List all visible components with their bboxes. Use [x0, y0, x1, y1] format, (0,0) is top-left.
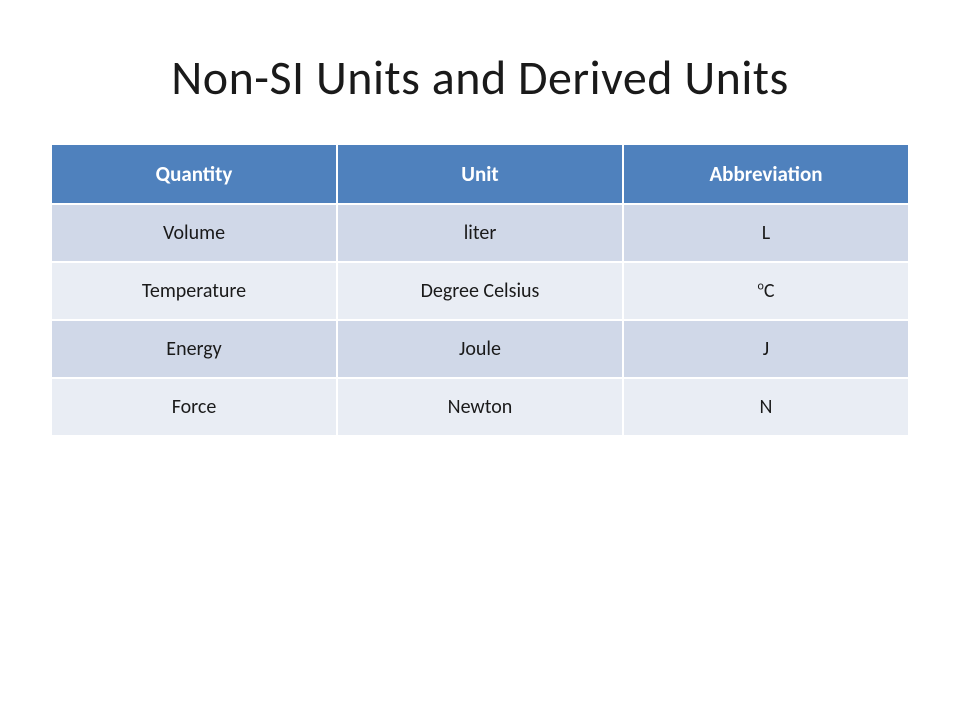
cell-quantity: Volume — [51, 204, 337, 262]
col-header-quantity: Quantity — [51, 144, 337, 204]
cell-unit: liter — [337, 204, 623, 262]
col-header-abbreviation: Abbreviation — [623, 144, 909, 204]
cell-abbrev: oC — [623, 262, 909, 320]
cell-abbrev: L — [623, 204, 909, 262]
cell-abbrev: N — [623, 378, 909, 436]
units-table: Quantity Unit Abbreviation Volume liter … — [50, 143, 910, 437]
cell-quantity: Energy — [51, 320, 337, 378]
cell-unit: Newton — [337, 378, 623, 436]
table-row: Volume liter L — [51, 204, 909, 262]
abbrev-text: L — [762, 221, 770, 245]
cell-quantity: Temperature — [51, 262, 337, 320]
cell-unit: Joule — [337, 320, 623, 378]
table-row: Temperature Degree Celsius oC — [51, 262, 909, 320]
slide: Non-SI Units and Derived Units Quantity … — [0, 0, 960, 720]
cell-abbrev: J — [623, 320, 909, 378]
cell-quantity: Force — [51, 378, 337, 436]
abbrev-text: N — [760, 395, 773, 419]
table-header-row: Quantity Unit Abbreviation — [51, 144, 909, 204]
table-row: Energy Joule J — [51, 320, 909, 378]
page-title: Non-SI Units and Derived Units — [50, 48, 910, 107]
col-header-unit: Unit — [337, 144, 623, 204]
abbrev-text: C — [764, 279, 775, 303]
cell-unit: Degree Celsius — [337, 262, 623, 320]
table-row: Force Newton N — [51, 378, 909, 436]
abbrev-text: J — [763, 337, 769, 361]
